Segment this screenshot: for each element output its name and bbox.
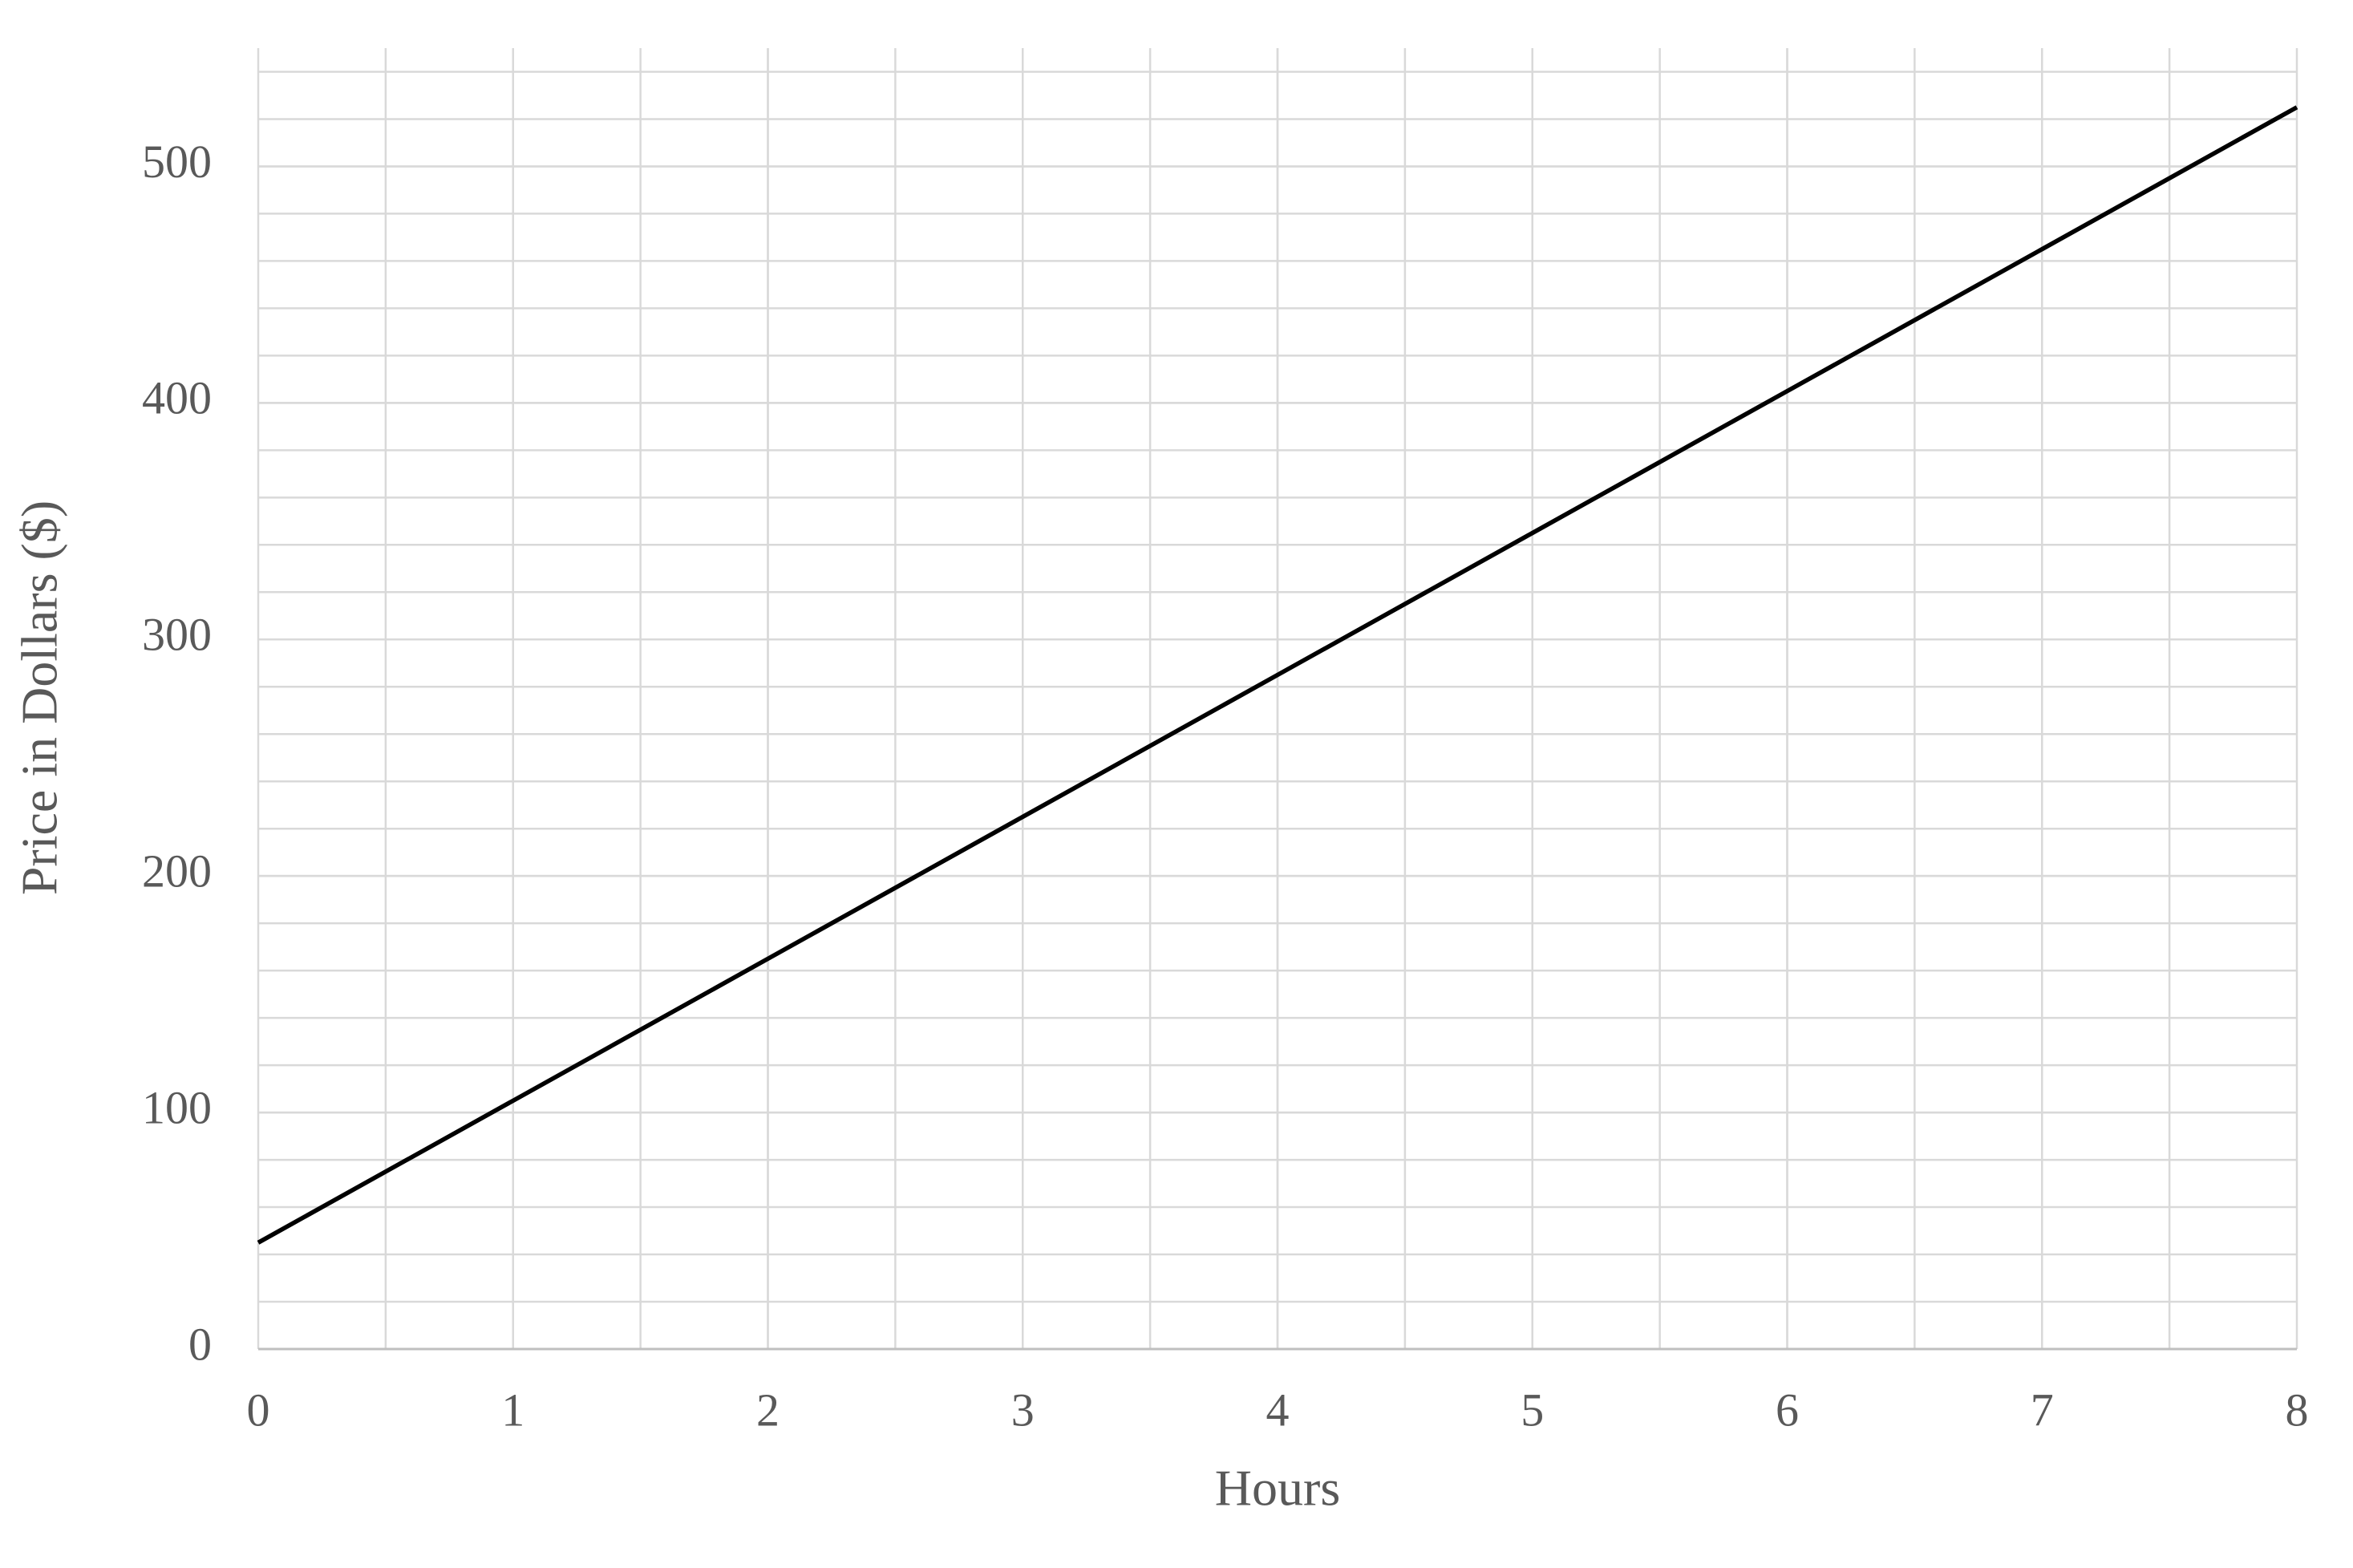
y-tick-label: 0 (188, 1318, 212, 1370)
x-tick-label: 0 (247, 1384, 270, 1436)
y-axis-title: Price in Dollars ($) (11, 500, 68, 895)
x-tick-label: 6 (1776, 1384, 1799, 1436)
y-tick-label: 400 (142, 372, 212, 424)
x-tick-label: 3 (1011, 1384, 1035, 1436)
x-tick-label: 1 (501, 1384, 524, 1436)
x-tick-label: 8 (2286, 1384, 2309, 1436)
x-axis-title: Hours (1215, 1460, 1340, 1517)
y-tick-label: 300 (142, 609, 212, 661)
x-tick-label: 7 (2031, 1384, 2054, 1436)
data-line (257, 105, 2298, 1245)
x-tick-label: 2 (756, 1384, 780, 1436)
y-tick-label: 100 (142, 1081, 212, 1133)
x-tick-label: 5 (1521, 1384, 1544, 1436)
y-tick-label: 500 (142, 136, 212, 188)
x-tick-label: 4 (1266, 1384, 1290, 1436)
y-tick-label: 200 (142, 845, 212, 897)
